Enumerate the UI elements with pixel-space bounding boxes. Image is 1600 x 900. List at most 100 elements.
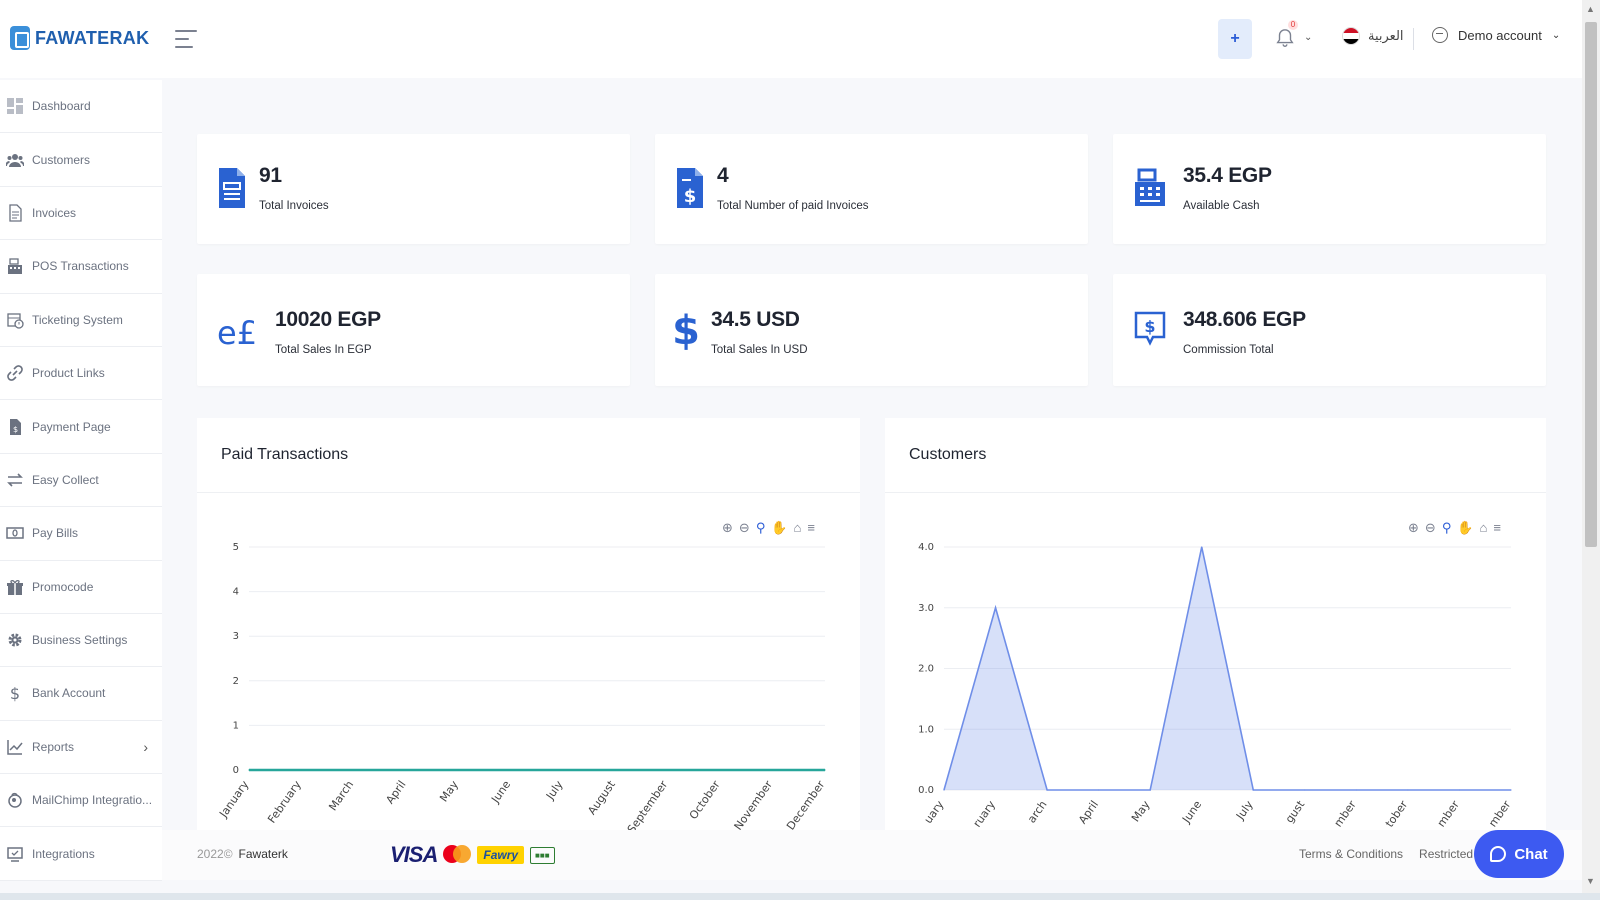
- x-tick-label: April: [1076, 798, 1101, 826]
- x-tick-label: February: [265, 778, 304, 826]
- data-point: [943, 789, 945, 791]
- link-icon: [7, 365, 23, 381]
- data-point: [1458, 789, 1461, 791]
- zoom-in-icon[interactable]: ⊕: [722, 520, 733, 535]
- sidebar-item-product-links[interactable]: Product Links: [0, 347, 162, 401]
- logo-text: FAWATERAK: [35, 27, 150, 48]
- chevron-down-icon: ⌄: [1551, 29, 1561, 41]
- copyright: 2022© Fawaterk: [197, 847, 288, 861]
- y-tick-label: 1: [233, 720, 239, 731]
- data-point: [457, 769, 460, 771]
- sidebar-item-dashboard[interactable]: Dashboard: [0, 80, 162, 134]
- fawry-logo: Fawry: [477, 846, 525, 864]
- hamburger-icon: [175, 30, 197, 32]
- selection-zoom-icon[interactable]: ⚲: [755, 520, 766, 535]
- stat-value: 35.4 EGP: [1183, 164, 1272, 187]
- page-scrollbar[interactable]: ▲ ▼: [1582, 0, 1600, 893]
- data-point: [562, 769, 564, 771]
- language-switch[interactable]: العربية: [1342, 27, 1404, 45]
- stat-value: 91: [259, 164, 282, 187]
- add-button[interactable]: +: [1218, 19, 1252, 59]
- chevron-right-icon: ›: [143, 738, 148, 755]
- national-bank-logo: ■■■: [530, 846, 555, 864]
- chart-divider: [197, 492, 860, 493]
- x-tick-label: tober: [1383, 798, 1411, 830]
- sidebar-item-pay-bills[interactable]: Pay Bills: [0, 507, 162, 561]
- bell-icon[interactable]: [1274, 26, 1296, 50]
- sidebar-item-invoices[interactable]: Invoices: [0, 187, 162, 241]
- stat-card-total-invoices: 91 Total Invoices: [197, 134, 630, 244]
- paid-invoice-icon: $: [677, 168, 703, 208]
- data-point: [248, 769, 250, 771]
- zoom-out-icon[interactable]: ⊖: [1424, 520, 1436, 535]
- chevron-down-icon[interactable]: ⌄: [1304, 32, 1313, 43]
- series-line: [943, 546, 1511, 791]
- reset-zoom-icon[interactable]: ⌂: [793, 520, 802, 535]
- sidebar-item-mailchimp[interactable]: MailChimp Integratio...: [0, 774, 162, 828]
- scroll-up-icon[interactable]: ▲: [1586, 4, 1595, 14]
- scroll-thumb[interactable]: [1585, 22, 1597, 547]
- y-tick-label: 3: [233, 631, 239, 642]
- data-point: [667, 769, 669, 771]
- menu-toggle-button[interactable]: [175, 30, 197, 48]
- data-point: [719, 769, 721, 771]
- sidebar-item-promocode[interactable]: Promocode: [0, 561, 162, 614]
- top-header: FAWATERAK + 0 ⌄ العربية Demo account ⌄: [0, 0, 1582, 78]
- y-tick-label: 0.0: [918, 785, 934, 796]
- dollar-icon: $: [673, 308, 700, 350]
- zoom-in-icon[interactable]: ⊕: [1408, 520, 1419, 535]
- sidebar-item-ticketing-system[interactable]: Ticketing System: [0, 294, 162, 347]
- sidebar-item-label: POS Transactions: [32, 259, 129, 274]
- stat-label: Commission Total: [1183, 344, 1274, 356]
- sidebar-item-payment-page[interactable]: $ Payment Page: [0, 400, 162, 454]
- stat-value: 348.606 EGP: [1183, 308, 1306, 331]
- x-tick-label: mber: [1332, 798, 1360, 830]
- chat-bubble-icon: [1490, 846, 1507, 862]
- data-point: [1510, 789, 1512, 791]
- exchange-icon: [7, 473, 23, 487]
- footer-links: Terms & Conditions Restricted: [1299, 847, 1473, 861]
- pan-icon[interactable]: ✋: [1457, 520, 1474, 535]
- data-point: [994, 607, 997, 609]
- chart-menu-icon[interactable]: ≡: [807, 520, 815, 535]
- x-tick-label: June: [488, 778, 513, 806]
- fawaterak-logo[interactable]: FAWATERAK: [10, 26, 149, 50]
- sidebar-item-label: Dashboard: [32, 99, 91, 114]
- sidebar-item-reports[interactable]: Reports ›: [0, 721, 162, 775]
- stat-value: 4: [717, 164, 729, 187]
- invoice-icon: [219, 168, 245, 208]
- scroll-down-icon[interactable]: ▼: [1586, 876, 1595, 886]
- data-point: [1098, 789, 1100, 791]
- mailchimp-icon: [8, 793, 22, 809]
- sidebar-item-customers[interactable]: Customers: [0, 133, 162, 187]
- payment-page-icon: $: [10, 418, 21, 435]
- pan-icon[interactable]: ✋: [771, 520, 788, 535]
- egypt-flag-icon: [1342, 27, 1360, 45]
- data-point: [614, 769, 617, 771]
- language-label: العربية: [1368, 28, 1404, 43]
- selection-zoom-icon[interactable]: ⚲: [1441, 520, 1452, 535]
- chart-divider: [885, 492, 1546, 493]
- sidebar-item-label: Business Settings: [32, 633, 128, 648]
- cash-register-icon: [8, 258, 22, 275]
- sidebar-item-easy-collect[interactable]: Easy Collect: [0, 454, 162, 508]
- terms-link[interactable]: Terms & Conditions: [1299, 847, 1404, 861]
- x-tick-label: gust: [1283, 798, 1308, 826]
- sidebar-item-business-settings[interactable]: Business Settings: [0, 614, 162, 668]
- reset-zoom-icon[interactable]: ⌂: [1479, 520, 1488, 535]
- commission-icon: $: [1134, 311, 1166, 346]
- sidebar-item-pos-transactions[interactable]: POS Transactions: [0, 240, 162, 294]
- chart-title: Customers: [909, 446, 987, 463]
- y-tick-label: 2: [233, 676, 239, 687]
- sidebar-item-bank-account[interactable]: $ Bank Account: [0, 667, 162, 721]
- chart-menu-icon[interactable]: ≡: [1493, 520, 1501, 535]
- x-tick-label: July: [1233, 798, 1256, 823]
- sidebar-item-integrations[interactable]: Integrations: [0, 827, 162, 881]
- zoom-out-icon[interactable]: ⊖: [738, 520, 750, 535]
- chat-button[interactable]: Chat: [1474, 830, 1564, 878]
- customers-icon: [6, 153, 24, 167]
- x-tick-label: May: [437, 778, 461, 804]
- x-tick-label: May: [1129, 798, 1153, 824]
- account-menu[interactable]: Demo account ⌄: [1432, 27, 1560, 43]
- restricted-link[interactable]: Restricted: [1419, 847, 1474, 861]
